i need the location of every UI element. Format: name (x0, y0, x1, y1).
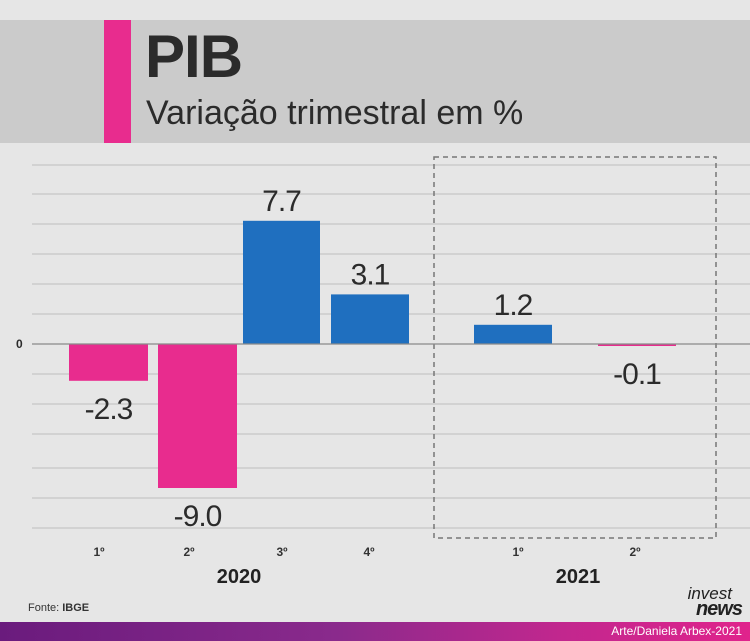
data-label-6: -0.1 (613, 358, 661, 391)
title-accent-bar (104, 20, 131, 143)
data-label-3: 7.7 (262, 185, 301, 218)
source-prefix: Fonte: (28, 602, 63, 614)
group-label-2020: 2020 (217, 566, 262, 588)
category-label-6: 2º (629, 545, 641, 559)
category-label-4: 4º (363, 545, 375, 559)
data-label-1: -2.3 (85, 393, 133, 426)
data-label-2: -9.0 (174, 500, 222, 533)
source-note: Fonte: IBGE (28, 602, 89, 614)
category-label-2: 2º (183, 545, 195, 559)
bar-1 (69, 344, 148, 381)
zero-tick-label: 0 (16, 337, 23, 351)
highlight-2021-box (433, 156, 717, 539)
data-label-4: 3.1 (351, 258, 390, 291)
bar-2 (158, 344, 237, 488)
category-label-5: 1º (512, 545, 524, 559)
source-name: IBGE (62, 602, 90, 614)
investnews-logo: invest news (666, 584, 743, 620)
bar-5 (474, 324, 552, 344)
category-label-1: 1º (93, 545, 105, 559)
chart-subtitle: Variação trimestral em % (146, 94, 524, 132)
footer-band (0, 622, 750, 641)
category-label-3: 3º (276, 545, 288, 559)
bar-6 (598, 344, 676, 346)
bar-chart: -2.3 -9.0 7.7 3.1 1.2 -0.1 0 1º 2º 3º 4º 1º 2º 2020 20… (16, 156, 750, 588)
bar-4 (331, 294, 409, 344)
data-label-5: 1.2 (494, 289, 533, 322)
logo-bottom-text: news (695, 598, 743, 620)
chart-title: PIB (145, 23, 243, 90)
bar-3 (243, 220, 320, 344)
logo-top-text: invest (687, 584, 732, 603)
artist-credit: Arte/Daniela Arbex-2021 (611, 624, 742, 638)
group-label-2021: 2021 (556, 566, 601, 588)
